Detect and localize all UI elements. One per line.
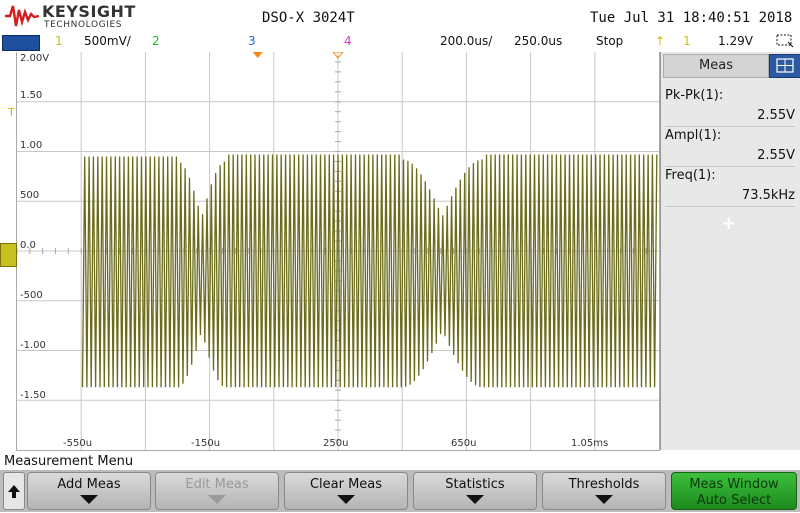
chevron-down-icon (208, 495, 226, 504)
trigger-level[interactable]: 1.29V (718, 34, 753, 48)
keysight-logo: KEYSIGHT TECHNOLOGIES (4, 2, 135, 34)
chevron-down-icon (595, 495, 613, 504)
plus-icon[interactable]: + (721, 213, 737, 234)
ch1-scale[interactable]: 500mV/ (84, 34, 131, 48)
thresholds-label: Thresholds (568, 477, 640, 492)
meas-item-label[interactable]: Ampl(1): (665, 128, 722, 143)
y-tick-label: -1.50 (20, 390, 46, 401)
ch3-number[interactable]: 3 (248, 34, 256, 48)
meas-item-value: 73.5kHz (741, 188, 795, 203)
add-meas-label: Add Meas (57, 477, 121, 492)
meas-item-value: 2.55V (757, 148, 795, 163)
add-meas-button[interactable]: Add Meas (27, 472, 151, 510)
brand-subtitle: TECHNOLOGIES (44, 20, 123, 30)
measurement-panel: Meas Pk-Pk(1): 2.55V Ampl(1): 2.55V Freq… (660, 52, 800, 450)
divider (665, 166, 795, 167)
chevron-down-icon (466, 495, 484, 504)
run-state: Stop (596, 34, 624, 48)
top-header: KEYSIGHT TECHNOLOGIES DSO-X 3024T Tue Ju… (0, 0, 800, 34)
divider (665, 206, 795, 207)
date-time: Tue Jul 31 18:40:51 2018 (590, 10, 793, 26)
x-tick-label: 650u (451, 438, 477, 449)
tab-meas[interactable]: Meas (663, 54, 769, 78)
y-tick-label: 2.00V (20, 53, 50, 64)
trigger-position-marker (252, 52, 263, 58)
thresholds-button[interactable]: Thresholds (542, 472, 666, 510)
trigger-level-marker[interactable]: T (8, 106, 15, 119)
clear-meas-button[interactable]: Clear Meas (284, 472, 408, 510)
softkey-bar: Add Meas Edit Meas Clear Meas Statistics… (0, 470, 800, 512)
statistics-label: Statistics (445, 477, 505, 492)
menu-up-button[interactable] (3, 472, 25, 510)
keysight-wave-icon (5, 5, 40, 27)
meas-window-auto-select-button[interactable]: Meas Window Auto Select (671, 472, 797, 510)
menu-title: Measurement Menu (4, 454, 134, 469)
ch4-number[interactable]: 4 (344, 34, 352, 48)
delay[interactable]: 250.0us (514, 34, 563, 48)
chevron-down-icon (80, 495, 98, 504)
meas-item-value: 2.55V (757, 108, 795, 123)
delay-marker (332, 52, 344, 59)
ch2-number[interactable]: 2 (152, 34, 160, 48)
ch1-ground-marker[interactable] (0, 243, 17, 267)
auto-select-label: Auto Select (696, 493, 772, 508)
meas-item-label[interactable]: Freq(1): (665, 168, 716, 183)
tab-grid-icon[interactable] (769, 54, 800, 78)
waveform-canvas (17, 52, 659, 450)
trigger-edge-icon: ↑ (655, 34, 666, 48)
statistics-button[interactable]: Statistics (413, 472, 537, 510)
x-tick-label: 250u (323, 438, 349, 449)
waveform-display[interactable]: 2.00V 1.50 1.00 500 0.0 -500 -1.00 -1.50… (16, 52, 660, 451)
y-tick-label: 0.0 (20, 240, 36, 251)
chevron-down-icon (337, 495, 355, 504)
meas-window-label: Meas Window (689, 477, 779, 492)
edit-meas-button[interactable]: Edit Meas (155, 472, 279, 510)
ch1-trace (81, 154, 658, 388)
y-tick-label: 500 (20, 190, 40, 201)
channel-menu-button[interactable] (2, 35, 40, 51)
clear-meas-label: Clear Meas (309, 477, 383, 492)
y-tick-label: -500 (20, 290, 43, 301)
timebase[interactable]: 200.0us/ (440, 34, 493, 48)
y-tick-label: 1.50 (20, 90, 43, 101)
channel-status-bar: 1 500mV/ 2 3 4 200.0us/ 250.0us Stop ↑ 1… (0, 34, 800, 51)
x-tick-label: -150u (191, 438, 221, 449)
edit-meas-label: Edit Meas (185, 477, 249, 492)
y-tick-label: -1.00 (20, 340, 46, 351)
divider (665, 126, 795, 127)
meas-item-label[interactable]: Pk-Pk(1): (665, 88, 724, 103)
y-tick-label: 1.00 (20, 140, 43, 151)
x-tick-label: 1.05ms (571, 438, 609, 449)
trigger-source[interactable]: 1 (683, 34, 691, 48)
brand-name: KEYSIGHT (42, 2, 136, 21)
model-name: DSO-X 3024T (262, 10, 355, 26)
ch1-number[interactable]: 1 (55, 34, 63, 48)
x-tick-label: -550u (63, 438, 93, 449)
zoom-box-icon[interactable] (776, 34, 794, 51)
